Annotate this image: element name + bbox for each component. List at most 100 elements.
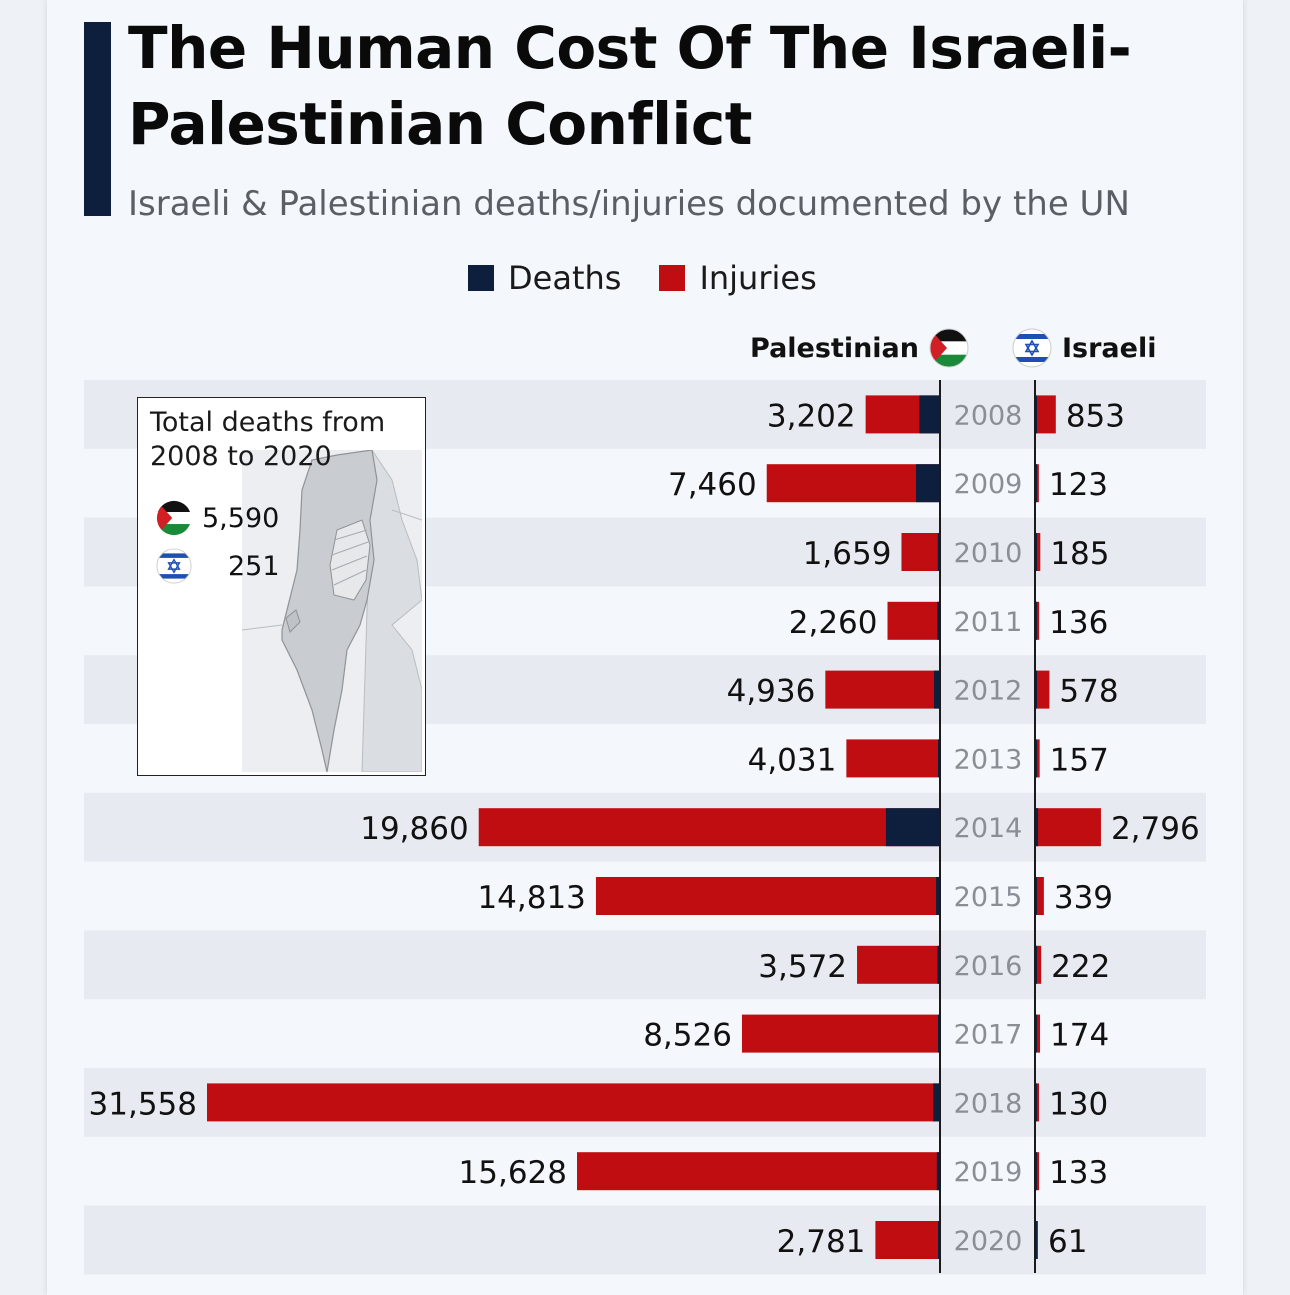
label-palestinian-2009: 7,460 [668,467,757,503]
label-israeli-2010: 185 [1050,536,1109,572]
label-palestinian-2013: 4,031 [748,742,837,778]
legend-item-injuries: Injuries [659,259,817,297]
bar-israeli-deaths-2009 [1036,464,1037,503]
label-israeli-2020: 61 [1048,1224,1087,1260]
bar-israeli-injuries-2014 [1036,808,1101,847]
column-header-israeli: Israeli [1012,328,1156,368]
chart-subtitle: Israeli & Palestinian deaths/injuries do… [128,184,1130,224]
inset-palestinian-total: 5,590 [202,502,280,534]
bar-palestinian-deaths-2016 [937,945,940,984]
total-deaths-inset: Total deaths from 2008 to 2020 5,590 [137,397,426,776]
bar-israeli-deaths-2019 [1036,1152,1037,1191]
year-label-2008: 2008 [954,400,1023,431]
label-palestinian-2012: 4,936 [727,674,816,710]
label-israeli-2018: 130 [1049,1086,1108,1122]
bar-palestinian-injuries-2018 [207,1083,940,1122]
bar-israeli-deaths-2020 [1036,1221,1037,1259]
bar-israeli-deaths-2012 [1036,670,1037,709]
label-israeli-2008: 853 [1066,398,1125,434]
bar-israeli-deaths-2011 [1036,601,1037,640]
label-israeli-2012: 578 [1059,674,1118,710]
legend-swatch-deaths [468,265,494,291]
bar-israeli-injuries-2009 [1036,464,1039,503]
bar-israeli-deaths-2010 [1036,533,1037,571]
column-header-palestinian: Palestinian [750,328,969,368]
row-band-2016 [84,930,1206,1000]
bar-israeli-injuries-2017 [1036,1014,1041,1053]
bar-palestinian-injuries-2011 [887,601,940,640]
bar-palestinian-injuries-2017 [741,1014,940,1053]
bar-israeli-injuries-2011 [1036,601,1040,640]
bar-palestinian-deaths-2015 [936,877,940,915]
bar-israeli-injuries-2013 [1036,739,1040,778]
label-palestinian-2014: 19,860 [360,811,468,847]
label-palestinian-2020: 2,781 [777,1224,866,1260]
label-palestinian-2018: 31,558 [89,1086,197,1122]
bar-israeli-deaths-2013 [1036,739,1037,778]
bar-palestinian-deaths-2011 [937,601,940,640]
year-label-2018: 2018 [954,1088,1023,1119]
column-label-israeli: Israeli [1062,332,1157,364]
bar-israeli-deaths-2018 [1036,1083,1037,1122]
bar-israeli-injuries-2015 [1036,877,1044,915]
label-israeli-2014: 2,796 [1111,811,1200,847]
bar-israeli-injuries-2019 [1036,1152,1040,1191]
bar-palestinian-deaths-2014 [885,808,940,847]
year-label-2010: 2010 [954,538,1023,569]
column-label-palestinian: Palestinian [750,332,920,364]
label-israeli-2013: 157 [1050,742,1109,778]
legend-label-injuries: Injuries [699,259,817,297]
bar-palestinian-injuries-2016 [857,945,940,984]
bar-palestinian-deaths-2009 [915,464,940,503]
label-israeli-2017: 174 [1050,1018,1109,1054]
legend-label-deaths: Deaths [508,259,622,297]
palestine-flag-icon [156,500,192,536]
bar-palestinian-deaths-2010 [937,533,940,571]
label-palestinian-2016: 3,572 [758,949,847,985]
bar-palestinian-injuries-2020 [875,1221,940,1259]
year-label-2017: 2017 [954,1020,1023,1051]
bar-israeli-injuries-2016 [1036,945,1042,984]
bar-palestinian-deaths-2008 [919,395,940,434]
year-label-2019: 2019 [954,1157,1023,1188]
bar-palestinian-injuries-2012 [825,670,940,709]
bar-israeli-deaths-2016 [1036,945,1037,984]
bar-palestinian-deaths-2018 [933,1083,940,1122]
chart-title: The Human Cost Of The Israeli-Palestinia… [128,14,1132,158]
label-israeli-2011: 136 [1049,605,1108,641]
title-accent-bar [84,22,111,216]
label-israeli-2019: 133 [1049,1155,1108,1191]
bar-israeli-deaths-2008 [1036,395,1037,434]
legend-item-deaths: Deaths [468,259,621,297]
bar-israeli-deaths-2017 [1036,1014,1037,1053]
year-label-2012: 2012 [954,676,1023,707]
bar-israeli-deaths-2014 [1036,808,1039,847]
israel-flag-icon [1012,328,1052,368]
israel-flag-icon [156,548,192,584]
year-label-2013: 2013 [954,744,1023,775]
year-label-2020: 2020 [954,1226,1023,1257]
label-palestinian-2019: 15,628 [459,1155,567,1191]
legend: Deaths Injuries [468,256,855,300]
inset-row-israeli: 251 [156,546,280,586]
label-palestinian-2015: 14,813 [477,880,585,916]
bar-palestinian-injuries-2019 [577,1152,940,1191]
bar-palestinian-injuries-2010 [901,533,940,571]
label-israeli-2015: 339 [1054,880,1113,916]
bar-palestinian-injuries-2013 [846,739,940,778]
year-label-2009: 2009 [954,469,1023,500]
label-israeli-2009: 123 [1049,467,1108,503]
bar-palestinian-injuries-2009 [766,464,940,503]
inset-title: Total deaths from 2008 to 2020 [150,407,386,472]
bar-israeli-injuries-2008 [1036,395,1056,434]
label-palestinian-2010: 1,659 [803,536,892,572]
label-palestinian-2011: 2,260 [789,605,878,641]
bar-israeli-deaths-2015 [1036,877,1037,915]
inset-israeli-total: 251 [228,550,280,582]
label-palestinian-2008: 3,202 [767,398,856,434]
legend-swatch-injuries [659,265,686,291]
year-label-2016: 2016 [954,951,1023,982]
bar-palestinian-deaths-2019 [936,1152,940,1191]
bar-israeli-injuries-2010 [1036,533,1041,571]
year-label-2014: 2014 [954,813,1023,844]
